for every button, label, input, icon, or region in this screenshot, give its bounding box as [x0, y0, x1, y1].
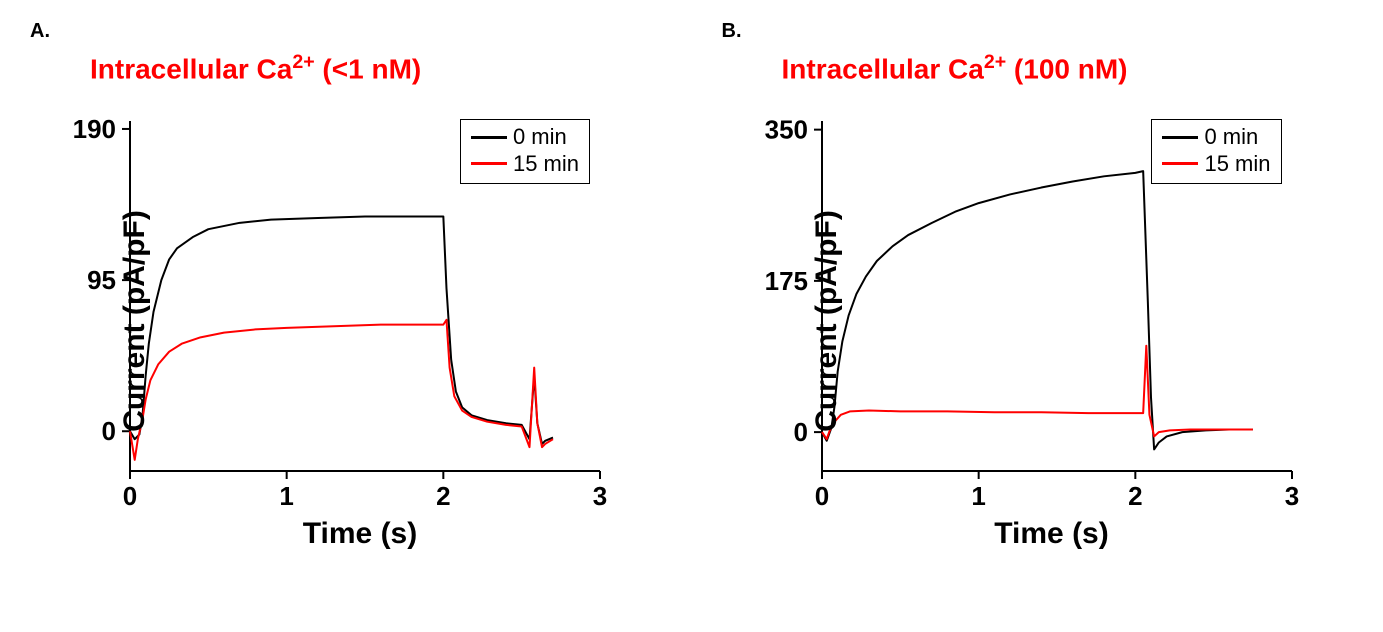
panel-b-legend: 0 min 15 min	[1151, 119, 1281, 184]
panel-b-ylabel: Current (pA/pF)	[809, 211, 843, 433]
svg-text:2: 2	[436, 481, 450, 511]
panel-b-legend-row-1: 15 min	[1162, 151, 1270, 177]
svg-text:3: 3	[593, 481, 607, 511]
panel-b-title-sup: 2+	[984, 51, 1006, 73]
panel-a-letter: A.	[30, 20, 662, 43]
panel-a: A. Intracellular Ca2+ (<1 nM) 0 95 190 0 1 2 3…	[30, 20, 662, 541]
legend-label: 15 min	[513, 151, 579, 177]
svg-text:0: 0	[793, 417, 807, 447]
legend-swatch	[1162, 162, 1198, 165]
panel-a-title-suffix: (<1 nM)	[315, 53, 422, 84]
legend-label: 0 min	[513, 124, 567, 150]
svg-text:0: 0	[123, 481, 137, 511]
svg-text:2: 2	[1128, 481, 1142, 511]
panel-a-title: Intracellular Ca2+ (<1 nM)	[90, 51, 662, 85]
panel-a-legend-row-1: 15 min	[471, 151, 579, 177]
panel-a-ylabel: Current (pA/pF)	[118, 211, 152, 433]
svg-text:3: 3	[1284, 481, 1298, 511]
panel-b-legend-row-0: 0 min	[1162, 124, 1270, 150]
panel-a-xlabel: Time (s)	[303, 517, 417, 551]
svg-text:95: 95	[87, 265, 116, 295]
panel-b-chart: 0 175 350 0 1 2 3 0 min 15 min Current (pA/pF)…	[722, 101, 1322, 541]
legend-swatch	[471, 162, 507, 165]
legend-swatch	[471, 136, 507, 139]
figure-row: A. Intracellular Ca2+ (<1 nM) 0951900123…	[30, 20, 1353, 541]
panel-a-legend: 0 min 15 min	[460, 119, 590, 184]
legend-label: 0 min	[1204, 124, 1258, 150]
legend-swatch	[1162, 136, 1198, 139]
panel-a-chart: 0951900123 0 min 15 min Current (pA/pF) …	[30, 101, 630, 541]
panel-a-title-sup: 2+	[292, 51, 314, 73]
panel-b: B. Intracellular Ca2+ (100 nM) 0 175 350 0 1…	[722, 20, 1354, 541]
svg-text:350: 350	[764, 115, 807, 145]
panel-b-letter: B.	[722, 20, 1354, 43]
svg-text:1: 1	[279, 481, 293, 511]
panel-b-xlabel: Time (s)	[994, 517, 1108, 551]
svg-text:175: 175	[764, 266, 807, 296]
svg-text:0: 0	[814, 481, 828, 511]
panel-a-title-prefix: Intracellular Ca	[90, 53, 292, 84]
svg-text:190: 190	[73, 114, 116, 144]
svg-text:0: 0	[102, 417, 116, 447]
svg-text:1: 1	[971, 481, 985, 511]
panel-b-title-suffix: (100 nM)	[1006, 53, 1127, 84]
panel-b-title: Intracellular Ca2+ (100 nM)	[782, 51, 1354, 85]
panel-b-title-prefix: Intracellular Ca	[782, 53, 984, 84]
legend-label: 15 min	[1204, 151, 1270, 177]
panel-a-legend-row-0: 0 min	[471, 124, 579, 150]
